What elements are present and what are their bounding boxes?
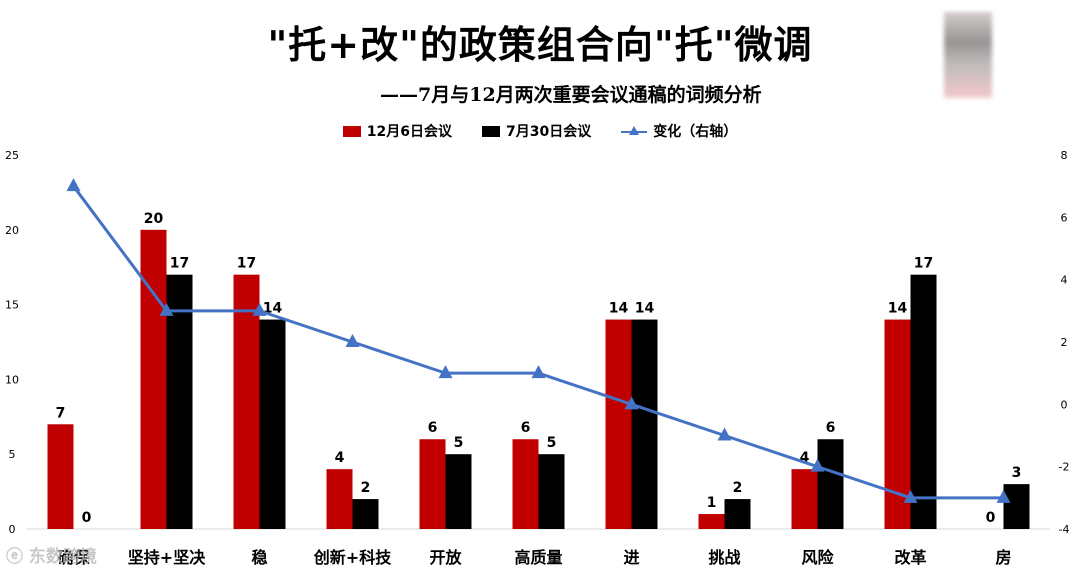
x-tick-label: 确保 [57, 548, 90, 567]
x-tick-label: 高质量 [514, 548, 562, 567]
data-label-dec: 1 [707, 495, 717, 511]
marker-change [996, 489, 1011, 503]
legend-label-change: 变化（右轴） [653, 124, 738, 140]
y2-tick-label: 0 [1061, 398, 1068, 411]
y-tick-label: 15 [5, 299, 19, 312]
data-label-dec: 4 [800, 450, 810, 466]
bar-dec [512, 439, 539, 529]
bar-jul [352, 499, 379, 529]
bar-dec [233, 274, 260, 529]
data-label-dec: 6 [521, 420, 531, 436]
x-tick-label: 稳 [251, 548, 267, 567]
y2-tick-label: 6 [1061, 211, 1068, 224]
x-tick-label: 挑战 [708, 548, 740, 567]
bar-jul [817, 439, 844, 529]
marker-change [624, 396, 639, 410]
data-label-jul: 2 [361, 480, 371, 496]
marker-change [438, 365, 453, 379]
chart-subtitle: ——7月与12月两次重要会议通稿的词频分析 [380, 84, 762, 106]
data-label-jul: 14 [635, 301, 655, 317]
y2-tick-label: -4 [1059, 523, 1070, 536]
legend-item-change: 变化（右轴） [621, 121, 737, 141]
bar-dec [698, 514, 725, 529]
bar-dec [47, 424, 74, 529]
watermark: ⓔ 东数跨境 [6, 547, 97, 567]
bar-jul [166, 274, 193, 529]
y-tick-label: 25 [5, 149, 19, 162]
data-label-dec: 17 [237, 256, 256, 272]
data-label-dec: 7 [56, 405, 66, 421]
x-tick-label: 坚持+坚决 [128, 548, 206, 567]
x-tick-label: 风险 [801, 548, 834, 567]
legend-label-dec: 12月6日会议 [366, 124, 452, 140]
bar-dec [140, 229, 167, 530]
data-label-jul: 3 [1012, 465, 1022, 481]
bar-dec [326, 469, 353, 529]
bar-dec [419, 439, 446, 529]
bar-jul [1003, 484, 1030, 529]
data-label-jul: 17 [914, 256, 933, 272]
marker-change [252, 302, 267, 316]
legend-item-dec: 12月6日会议 [342, 121, 452, 141]
data-label-jul: 5 [547, 435, 557, 451]
x-tick-label: 开放 [429, 548, 462, 567]
blurred-avatar-image [944, 12, 992, 98]
y2-tick-label: -2 [1059, 461, 1070, 474]
data-label-dec: 14 [609, 301, 629, 317]
legend-label-jul: 7月30日会议 [506, 124, 592, 140]
data-label-jul: 17 [170, 256, 189, 272]
y2-tick-label: 8 [1061, 149, 1068, 162]
y-tick-label: 20 [5, 224, 19, 237]
y2-tick-label: 2 [1061, 336, 1068, 349]
data-label-dec: 20 [144, 211, 164, 227]
legend-item-jul: 7月30日会议 [482, 121, 591, 141]
legend: 12月6日会议 7月30日会议 变化（右轴） [0, 121, 1080, 141]
marker-change [810, 458, 825, 472]
data-label-jul: 2 [733, 480, 743, 496]
chart-title: "托+改"的政策组合向"托"微调 [267, 23, 813, 67]
bar-jul [724, 499, 751, 529]
data-label-dec: 6 [428, 420, 438, 436]
y-tick-label: 5 [9, 448, 16, 461]
legend-swatch-change [621, 125, 648, 137]
y-tick-label: 0 [9, 523, 16, 536]
x-tick-label: 创新+科技 [313, 548, 392, 567]
data-label-jul: 0 [82, 510, 92, 526]
x-tick-label: 房 [995, 548, 1011, 567]
data-label-jul: 6 [826, 420, 836, 436]
bar-jul [910, 274, 937, 529]
data-label-dec: 0 [986, 510, 996, 526]
marker-change [159, 302, 174, 316]
data-label-jul: 5 [454, 435, 464, 451]
bar-jul [631, 319, 658, 529]
bar-jul [259, 319, 286, 529]
x-tick-label: 进 [623, 548, 639, 567]
marker-change [345, 334, 360, 347]
marker-change [531, 365, 546, 379]
data-label-dec: 4 [335, 450, 345, 466]
bar-dec [605, 319, 632, 529]
marker-change [66, 178, 81, 192]
legend-swatch-jul [482, 125, 500, 137]
marker-change [903, 489, 918, 503]
bar-jul [445, 454, 472, 529]
x-tick-label: 改革 [894, 548, 926, 567]
bar-jul [538, 454, 565, 529]
y2-tick-label: 4 [1061, 274, 1068, 287]
marker-change [717, 427, 732, 441]
bar-dec [791, 469, 818, 529]
legend-swatch-dec [342, 125, 361, 137]
y-tick-label: 10 [5, 373, 19, 386]
data-label-dec: 14 [888, 301, 908, 317]
